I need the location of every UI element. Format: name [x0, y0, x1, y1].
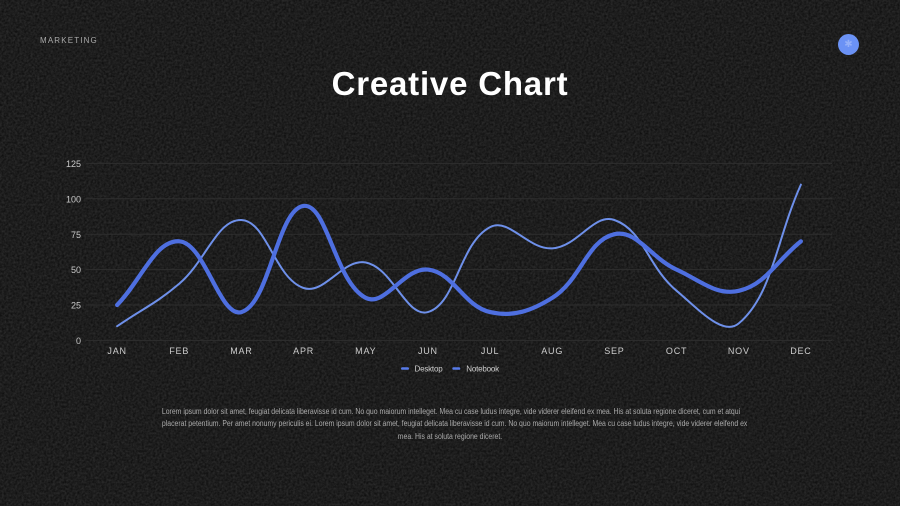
svg-text:50: 50	[71, 265, 81, 275]
svg-text:MAR: MAR	[230, 346, 252, 356]
svg-text:Desktop: Desktop	[415, 365, 444, 374]
svg-text:DEC: DEC	[790, 346, 811, 356]
svg-text:JAN: JAN	[107, 346, 126, 356]
svg-text:100: 100	[66, 194, 81, 204]
svg-text:AUG: AUG	[541, 346, 563, 356]
svg-text:25: 25	[71, 301, 81, 311]
svg-text:SEP: SEP	[604, 346, 624, 356]
svg-text:JUN: JUN	[418, 346, 438, 356]
svg-text:MAY: MAY	[355, 346, 376, 356]
svg-text:NOV: NOV	[728, 346, 750, 356]
svg-text:APR: APR	[293, 346, 314, 356]
svg-text:0: 0	[76, 336, 81, 346]
svg-text:OCT: OCT	[666, 346, 687, 356]
svg-text:JUL: JUL	[481, 346, 499, 356]
svg-text:Notebook: Notebook	[466, 365, 500, 374]
svg-text:75: 75	[71, 230, 81, 240]
svg-text:125: 125	[66, 159, 81, 169]
svg-text:FEB: FEB	[169, 346, 189, 356]
